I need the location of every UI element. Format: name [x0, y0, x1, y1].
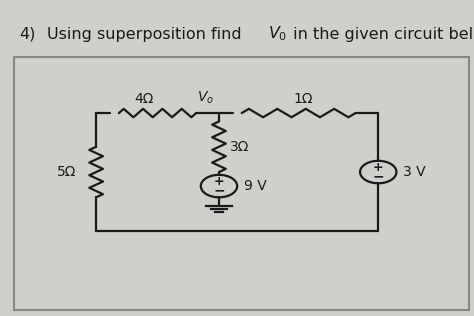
Text: +: + — [373, 161, 383, 174]
Text: 4Ω: 4Ω — [134, 92, 154, 106]
Text: 9 V: 9 V — [244, 179, 267, 193]
Text: $V_0$: $V_0$ — [268, 25, 287, 44]
Text: +: + — [214, 175, 224, 188]
Text: 3Ω: 3Ω — [230, 140, 250, 154]
Text: −: − — [213, 184, 225, 198]
Text: 5Ω: 5Ω — [57, 165, 76, 179]
Text: 1Ω: 1Ω — [293, 92, 313, 106]
Text: $V_o$: $V_o$ — [197, 90, 214, 106]
Text: 4): 4) — [19, 27, 36, 42]
Text: −: − — [373, 170, 384, 184]
Text: in the given circuit below: in the given circuit below — [288, 27, 474, 42]
Text: 3 V: 3 V — [403, 165, 426, 179]
Text: Using superposition find: Using superposition find — [47, 27, 247, 42]
